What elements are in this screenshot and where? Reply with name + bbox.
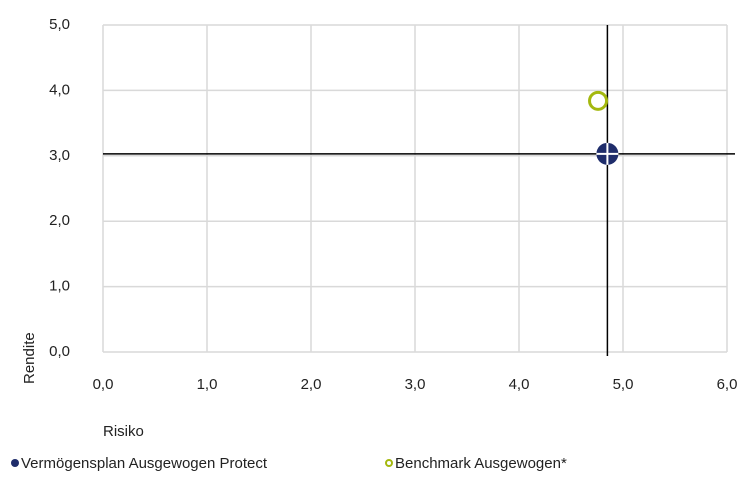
x-tick-label: 2,0 (301, 376, 322, 393)
x-tick-label: 5,0 (613, 376, 634, 393)
legend-label: Vermögensplan Ausgewogen Protect (21, 455, 268, 472)
legend-marker (385, 459, 393, 467)
x-tick-label: 6,0 (717, 376, 738, 393)
point (588, 90, 609, 111)
y-tick-label: 0,0 (49, 343, 70, 360)
point-cross (596, 142, 619, 165)
y-tick-label: 1,0 (49, 278, 70, 295)
point (596, 142, 619, 165)
y-tick-label: 5,0 (49, 16, 70, 33)
x-tick-label: 3,0 (405, 376, 426, 393)
y-tick-label: 2,0 (49, 212, 70, 229)
x-axis-title: Risiko (103, 423, 144, 440)
y-axis-title: Rendite (21, 332, 38, 384)
legend-marker (11, 459, 19, 467)
legend-label: Benchmark Ausgewogen* (395, 455, 567, 472)
x-tick-label: 4,0 (509, 376, 530, 393)
y-tick-label: 4,0 (49, 81, 70, 98)
y-tick-label: 3,0 (49, 147, 70, 164)
x-tick-label: 1,0 (197, 376, 218, 393)
x-tick-label: 0,0 (93, 376, 114, 393)
